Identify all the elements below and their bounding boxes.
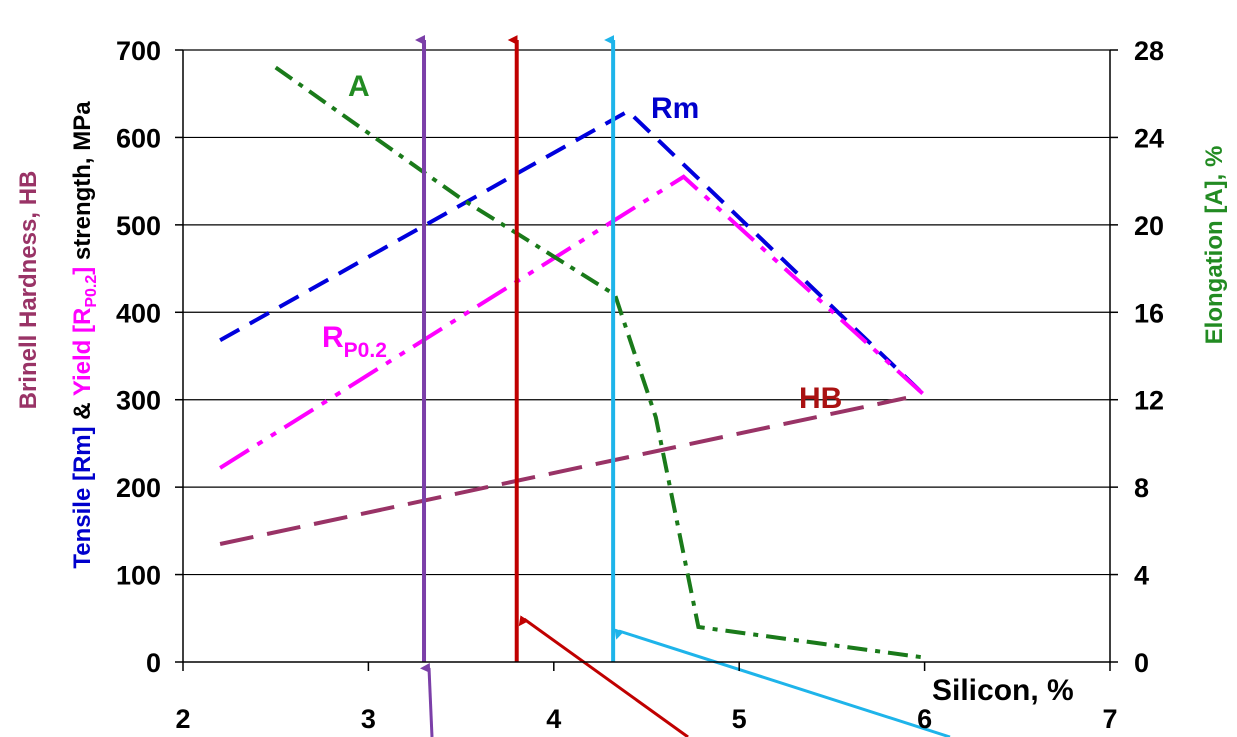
series-labels: A Rm HB RP0.2 xyxy=(322,70,842,415)
left-outer-axis-title: Brinell Hardness, HB xyxy=(15,171,42,410)
right-tick-label: 0 xyxy=(1134,648,1149,678)
x-tick-label: 3 xyxy=(361,704,376,734)
marker-layer xyxy=(415,35,951,737)
right-tick-label: 4 xyxy=(1134,561,1149,591)
series-line-rm xyxy=(219,108,926,397)
right-tick-label: 16 xyxy=(1134,298,1164,328)
series-layer xyxy=(219,65,926,660)
x-tick-label: 6 xyxy=(917,704,932,734)
tick-labels: 0 100 200 300 400 500 600 700 0 4 8 12 16 20 24 28 2 3 4 5 6… xyxy=(116,36,1164,734)
left-tick-label: 600 xyxy=(116,123,161,153)
x-tick-label: 4 xyxy=(546,704,561,734)
left-tick-label: 300 xyxy=(116,386,161,416)
left-tick-label: 0 xyxy=(146,648,161,678)
left-tick-label: 400 xyxy=(116,298,161,328)
left-tick-label: 700 xyxy=(116,36,161,66)
series-line-hb xyxy=(219,396,907,546)
series-label-hb: HB xyxy=(799,382,842,415)
right-axis-title: Elongation [A], % xyxy=(1201,146,1228,345)
right-tick-label: 20 xyxy=(1134,211,1164,241)
series-label-rm: Rm xyxy=(651,92,699,125)
right-tick-label: 8 xyxy=(1134,473,1149,503)
series-line-a xyxy=(274,65,925,660)
axes xyxy=(175,49,1118,671)
series-label-a: A xyxy=(348,70,370,103)
grid-lines xyxy=(183,49,1110,576)
right-tick-label: 28 xyxy=(1134,36,1164,66)
pointer-arrow-blue xyxy=(614,628,951,737)
left-tick-label: 200 xyxy=(116,473,161,503)
right-tick-label: 12 xyxy=(1134,386,1164,416)
left-tick-label: 500 xyxy=(116,211,161,241)
series-line-rp02 xyxy=(219,174,926,470)
right-tick-label: 24 xyxy=(1134,123,1164,153)
x-axis-title: Silicon, % xyxy=(932,674,1074,707)
pointer-arrow-purple xyxy=(420,662,434,737)
left-axis-title: Tensile [Rm] & Yield [RP0.2] strength, M… xyxy=(69,101,100,569)
left-tick-label: 100 xyxy=(116,561,161,591)
x-tick-label: 2 xyxy=(175,704,190,734)
x-tick-label: 7 xyxy=(1102,704,1117,734)
pointer-arrow-red xyxy=(518,615,689,737)
x-tick-label: 5 xyxy=(732,704,747,734)
series-label-rp02: RP0.2 xyxy=(322,321,387,362)
